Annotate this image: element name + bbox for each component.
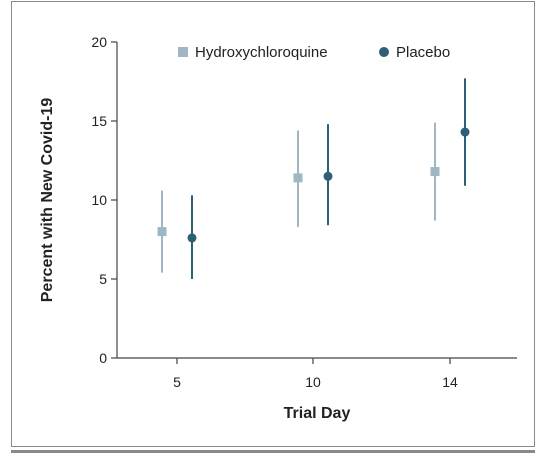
y-tick-label: 20 [91, 34, 107, 50]
data-point [157, 227, 167, 237]
data-point [430, 167, 440, 177]
figure-frame [11, 1, 535, 447]
x-axis-title: Trial Day [284, 405, 351, 422]
data-point [323, 171, 333, 181]
y-axis-title: Percent with New Covid-19 [39, 98, 56, 303]
x-tick-label: 5 [173, 374, 181, 390]
legend-marker [178, 47, 188, 57]
legend-label: Placebo [396, 44, 450, 61]
x-tick-label: 14 [442, 374, 458, 390]
y-tick-label: 5 [99, 271, 107, 287]
x-tick-label: 10 [305, 374, 321, 390]
legend-label: Hydroxychloroquine [195, 44, 328, 61]
legend: Hydroxychloroquine Placebo [178, 44, 450, 61]
chart-marks [157, 78, 470, 279]
legend-marker [379, 47, 389, 57]
data-point [460, 127, 470, 137]
y-tick-label: 15 [91, 113, 107, 129]
bottom-rule [11, 450, 535, 453]
y-tick-label: 10 [91, 192, 107, 208]
data-point [187, 233, 197, 243]
y-tick-label: 0 [99, 350, 107, 366]
data-point [293, 173, 303, 183]
axes: 0 5 10 15 20 5 10 14 [91, 34, 517, 390]
